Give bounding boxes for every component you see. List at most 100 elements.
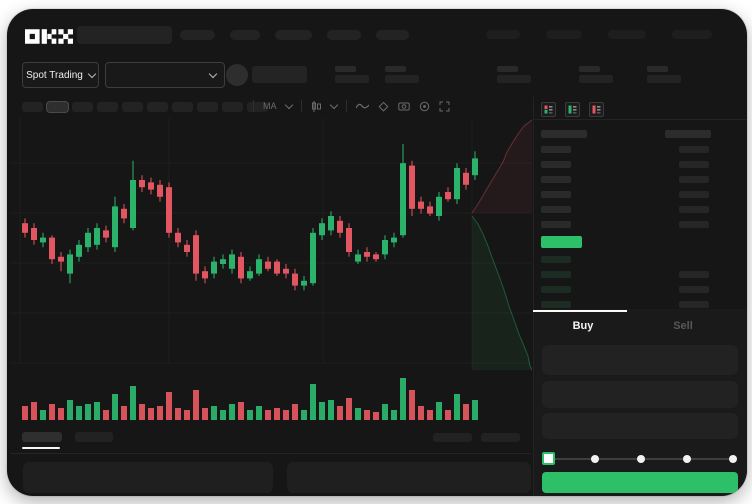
ask-row[interactable] [541,187,741,202]
bid-row[interactable] [541,297,741,312]
candle-type-icon[interactable] [311,100,322,112]
book-price-placeholder [541,301,571,308]
indicator-ma-button[interactable]: MA [263,101,277,111]
nav-item[interactable] [608,30,646,39]
nav-item[interactable] [327,30,361,40]
ticker-stat-group1 [335,66,371,83]
slider-dot[interactable] [729,455,737,463]
ask-row[interactable] [541,157,741,172]
book-size-placeholder [679,256,709,263]
timeframe-pill[interactable] [147,102,168,112]
ask-row[interactable] [541,142,741,157]
book-price-placeholder [541,206,571,213]
book-header-right [665,129,711,138]
total-field[interactable] [542,413,738,439]
chevron-down-icon[interactable] [284,100,293,109]
nav-item[interactable] [180,30,215,40]
timeframe-pill[interactable] [172,102,193,112]
nav-item[interactable] [275,30,312,40]
stat-label-placeholder [647,66,668,72]
okx-logo[interactable] [25,29,73,44]
camera-icon[interactable] [397,101,410,111]
chart-tools: MA [253,99,450,113]
candlesticks [22,144,478,291]
bid-row[interactable] [541,267,741,282]
bottom-tab[interactable] [75,432,113,442]
nav-item[interactable] [486,30,520,39]
depth-overlay-asks [471,119,532,214]
tab-buy[interactable]: Buy [533,312,633,340]
last-price-row[interactable] [541,232,741,252]
book-price-placeholder [541,286,571,293]
stat-value-placeholder [497,75,531,83]
book-size-placeholder [679,161,709,168]
bid-row[interactable] [541,282,741,297]
timeframe-pill[interactable] [97,102,118,112]
bottom-panel-left [23,462,273,493]
divider [533,97,534,496]
trading-app-window: Spot Trading MA [7,9,747,496]
pair-dropdown[interactable] [105,62,225,88]
timeframe-pill[interactable] [72,102,93,112]
nav-item[interactable] [230,30,260,40]
book-price-placeholder [541,191,571,198]
book-size-placeholder [679,206,709,213]
fullscreen-icon[interactable] [439,101,450,112]
buy-submit-button[interactable] [542,472,738,493]
book-both-icon[interactable] [541,102,556,117]
divider [10,453,531,454]
nav-item[interactable] [546,30,582,39]
bottom-right-pill[interactable] [481,433,520,442]
book-size-placeholder [679,271,709,278]
amount-field[interactable] [542,381,738,408]
ticker-stat-group3 [497,66,533,83]
divider [253,100,254,112]
slider-dot[interactable] [637,455,645,463]
stat-label-placeholder [335,66,356,72]
ask-row[interactable] [541,217,741,232]
timeframe-pill[interactable] [22,102,43,112]
book-bids-icon[interactable] [565,102,580,117]
slider-handle[interactable] [542,452,555,465]
stat-value-placeholder [335,75,369,83]
stat-value-placeholder [385,75,419,83]
book-price-placeholder [541,271,571,278]
timeframe-pill[interactable] [247,102,268,112]
timeframe-pill[interactable] [222,102,243,112]
chevron-down-icon[interactable] [329,100,338,109]
price-chart[interactable] [10,118,532,452]
book-asks-icon[interactable] [589,102,604,117]
timeframe-pill[interactable] [122,102,143,112]
amount-slider[interactable] [542,450,739,468]
book-size-placeholder [679,301,709,308]
timeframe-pill[interactable] [47,102,68,112]
target-icon[interactable] [419,101,430,112]
ask-row[interactable] [541,202,741,217]
wave-icon[interactable] [355,101,369,111]
ask-row[interactable] [541,172,741,187]
sell-tab-label: Sell [673,320,693,332]
stat-value-placeholder [647,75,681,83]
stat-label-placeholder [579,66,600,72]
slider-dot[interactable] [683,455,691,463]
market-type-selector[interactable]: Spot Trading [22,62,99,88]
nav-item[interactable] [376,30,409,40]
bottom-right-pill[interactable] [433,433,472,442]
volume-bars [22,378,478,420]
bottom-tab-active[interactable] [22,432,62,442]
price-field[interactable] [542,345,738,375]
bottom-panel-right [287,462,531,493]
buy-tab-label: Buy [572,320,594,332]
eraser-icon[interactable] [378,101,389,112]
book-size-placeholder [679,146,709,153]
book-header-left [541,129,587,138]
stat-label-placeholder [385,66,406,72]
nav-item[interactable] [672,30,712,39]
bid-row[interactable] [541,252,741,267]
tab-sell[interactable]: Sell [633,312,733,340]
ticker-stat-group5 [647,66,683,83]
book-size-placeholder [679,221,709,228]
slider-dot[interactable] [591,455,599,463]
timeframe-pill[interactable] [197,102,218,112]
search-input[interactable] [77,26,172,44]
